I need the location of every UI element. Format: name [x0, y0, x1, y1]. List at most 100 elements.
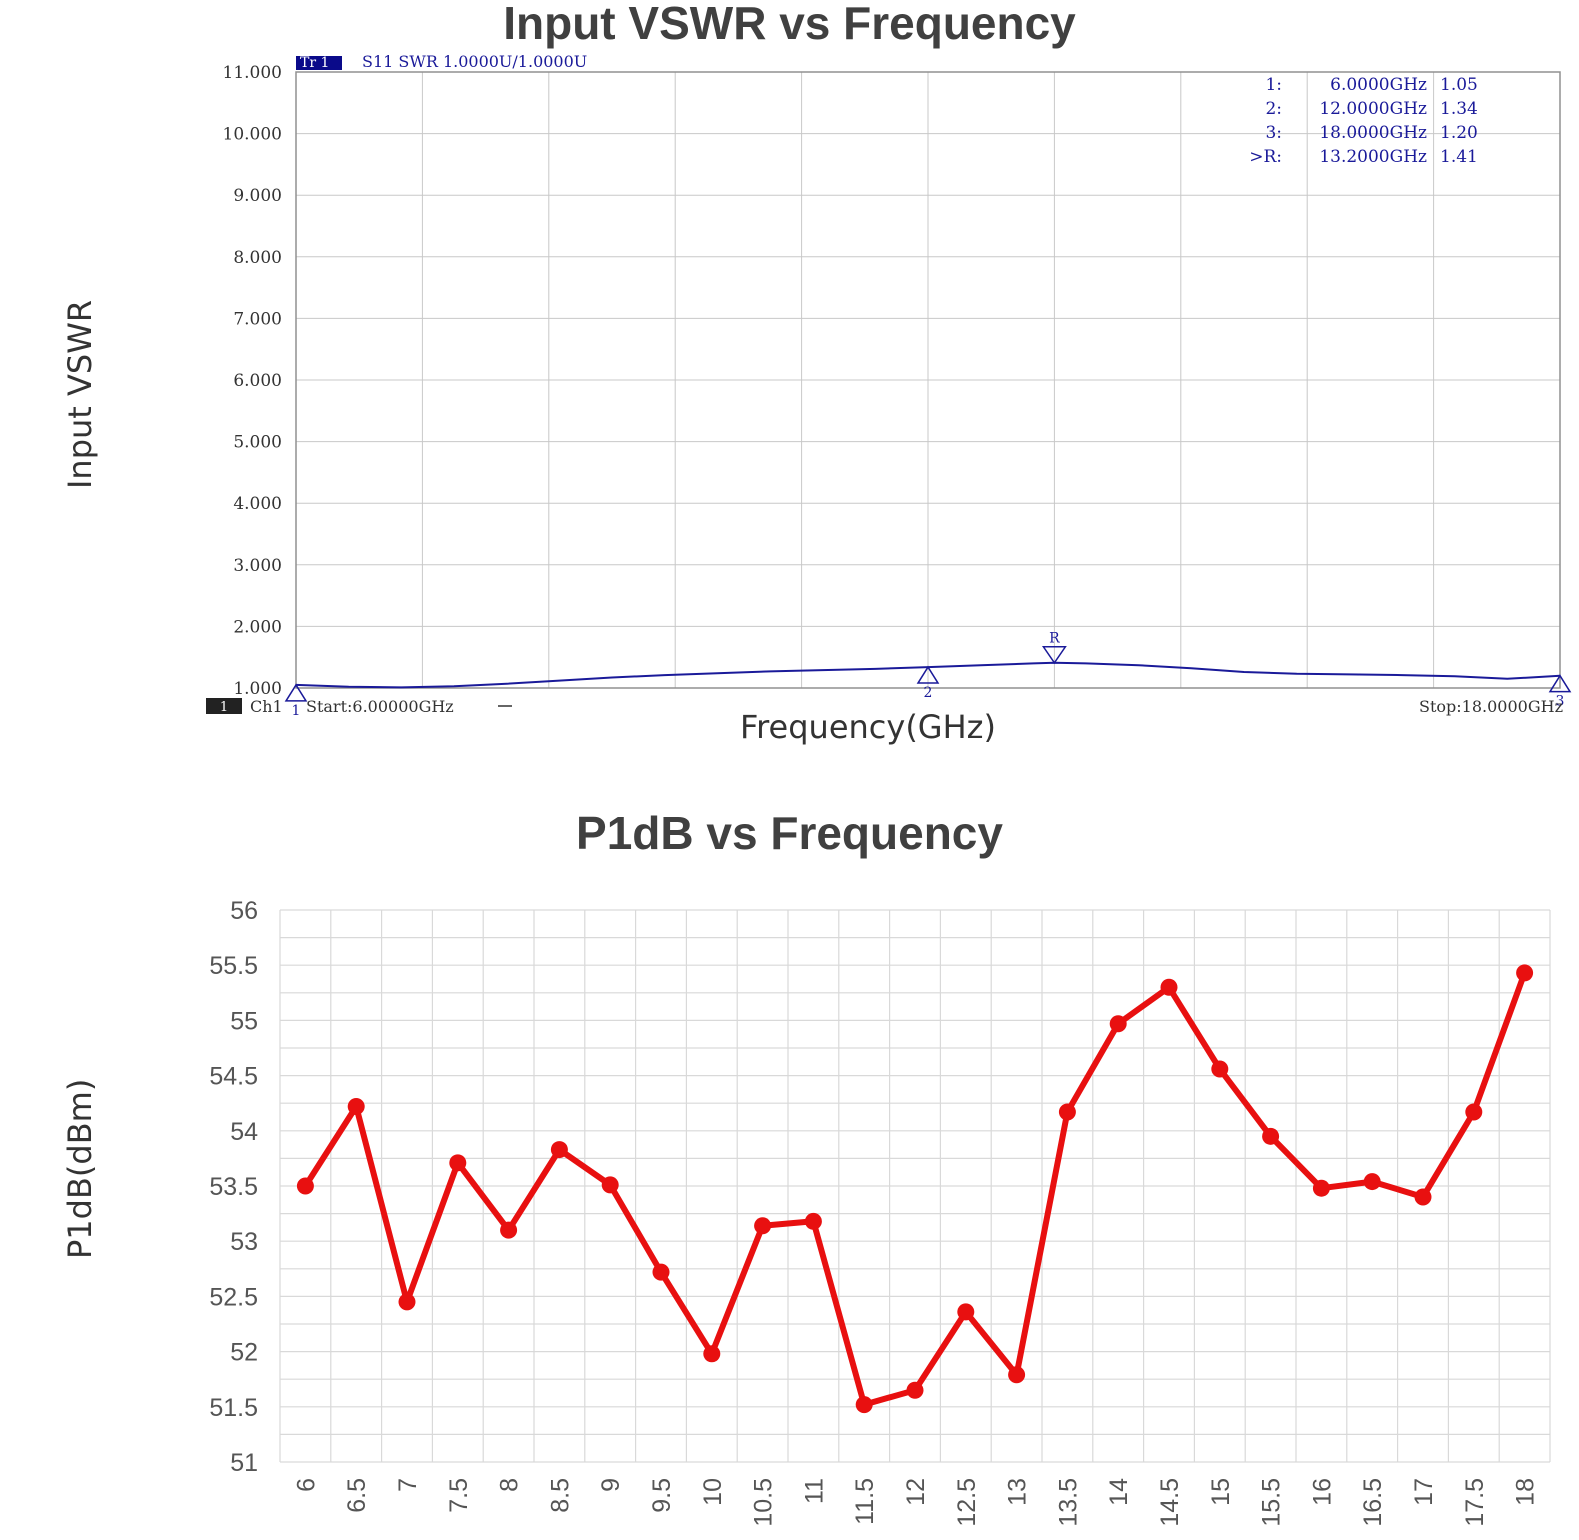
p1db-series-line	[302, 971, 1528, 1408]
vswr-marker-value: 1.41	[1440, 147, 1478, 167]
p1db-data-point	[1312, 1179, 1330, 1197]
vswr-start-label: Start:6.00000GHz	[306, 697, 454, 716]
vswr-channel-label: Ch1	[250, 697, 283, 716]
p1db-y-tick-label: 56	[230, 897, 258, 925]
p1db-data-point	[296, 1177, 314, 1195]
p1db-x-tick-label: 10.5	[750, 1478, 778, 1527]
p1db-data-point	[601, 1176, 619, 1194]
p1db-data-point	[500, 1221, 518, 1239]
vswr-plot-frame	[295, 71, 1561, 689]
vswr-y-tick-label: 9.000	[233, 186, 282, 206]
p1db-data-point	[1160, 978, 1178, 996]
p1db-y-tick-label: 51	[230, 1449, 258, 1477]
vswr-marker-triangle	[1548, 674, 1572, 693]
vswr-trace-desc: S11 SWR 1.0000U/1.0000U	[362, 52, 587, 71]
p1db-data-point	[1008, 1366, 1026, 1384]
vswr-y-tick-label: 2.000	[233, 617, 282, 637]
p1db-y-tick-label: 54.5	[209, 1063, 258, 1091]
vswr-stop-label: Stop:18.0000GHz	[1419, 697, 1563, 716]
p1db-y-tick-label: 51.5	[209, 1394, 258, 1422]
p1db-x-tick-label: 18	[1512, 1478, 1540, 1506]
vswr-y-tick-label: 6.000	[233, 371, 282, 391]
p1db-x-tick-label: 16	[1308, 1478, 1336, 1506]
vswr-marker-freq: 12.0000GHz	[1319, 99, 1427, 119]
vswr-chart-title: Input VSWR vs Frequency	[503, 0, 1076, 49]
p1db-x-tick-label: 12	[902, 1478, 930, 1506]
vswr-channel-number: 1	[220, 700, 228, 715]
p1db-data-point	[1058, 1103, 1076, 1121]
vswr-marker-number: 2	[924, 685, 933, 701]
p1db-y-tick-label: 55	[230, 1007, 258, 1035]
vswr-y-tick-label: 3.000	[233, 556, 282, 576]
vswr-y-tick-label: 10.000	[223, 125, 282, 145]
p1db-x-tick-label: 13	[1004, 1478, 1032, 1506]
p1db-data-point	[1516, 964, 1534, 982]
vswr-y-tick-label: 1.000	[233, 679, 282, 699]
vswr-marker-triangle	[284, 683, 308, 702]
p1db-x-tick-label: 15	[1207, 1478, 1235, 1506]
p1db-data-point	[1414, 1188, 1432, 1206]
vswr-marker-id: >R:	[1249, 147, 1282, 167]
vswr-marker-number: 1	[292, 703, 301, 719]
p1db-x-tick-label: 9.5	[648, 1478, 676, 1513]
p1db-y-tick-label: 52.5	[209, 1283, 258, 1311]
p1db-data-point	[754, 1217, 772, 1235]
p1db-x-tick-label: 14	[1105, 1478, 1133, 1506]
p1db-x-tick-label: 8	[496, 1478, 524, 1492]
vswr-ref-marker	[1041, 645, 1067, 665]
vswr-trace-badge	[296, 56, 342, 70]
vswr-y-tick-label: 5.000	[233, 433, 282, 453]
vswr-marker-id: 1:	[1265, 75, 1282, 95]
vswr-marker-freq: 13.2000GHz	[1319, 147, 1427, 167]
p1db-data-point	[550, 1141, 568, 1159]
p1db-x-tick-label: 16.5	[1359, 1478, 1387, 1527]
vswr-marker-number: 3	[1556, 694, 1565, 710]
p1db-x-tick-label: 9	[597, 1478, 625, 1492]
p1db-data-point	[703, 1345, 721, 1363]
p1db-x-tick-label: 17.5	[1461, 1478, 1489, 1527]
vswr-marker-value: 1.34	[1440, 99, 1478, 119]
p1db-x-tick-label: 13.5	[1054, 1478, 1082, 1527]
p1db-y-tick-label: 53.5	[209, 1173, 258, 1201]
p1db-x-tick-label: 6.5	[343, 1478, 371, 1513]
p1db-data-point	[1211, 1060, 1229, 1078]
vswr-x-axis-label: Frequency(GHz)	[740, 708, 996, 746]
p1db-data-point	[347, 1098, 365, 1116]
p1db-x-tick-label: 15.5	[1258, 1478, 1286, 1527]
p1db-y-tick-label: 54	[230, 1118, 258, 1146]
p1db-y-tick-label: 55.5	[209, 952, 258, 980]
vswr-marker-value: 1.20	[1440, 123, 1478, 143]
p1db-data-point	[1363, 1173, 1381, 1191]
vswr-trace-line	[295, 661, 1561, 689]
vswr-marker-value: 1.05	[1440, 75, 1478, 95]
p1db-x-tick-label: 10	[699, 1478, 727, 1506]
vswr-marker-id: 3:	[1265, 123, 1282, 143]
p1db-data-point	[1109, 1015, 1127, 1033]
p1db-chart: 56 55.5 55 54.5 54 53.5 53 52.5 52 51.5 51 6 6.5 7 7.5…	[209, 897, 1551, 1527]
p1db-data-point	[804, 1212, 822, 1230]
vswr-channel-badge	[206, 698, 242, 714]
p1db-data-point	[652, 1263, 670, 1281]
vswr-y-tick-label: 11.000	[223, 63, 282, 83]
p1db-x-tick-label: 6	[292, 1478, 320, 1492]
vswr-y-tick-label: 8.000	[233, 248, 282, 268]
p1db-data-point	[1465, 1103, 1483, 1121]
p1db-x-tick-label: 11	[800, 1478, 828, 1504]
p1db-data-point	[1262, 1127, 1280, 1145]
p1db-y-tick-label: 53	[230, 1228, 258, 1256]
p1db-y-tick-label: 52	[230, 1339, 258, 1367]
p1db-chart-title: P1dB vs Frequency	[576, 807, 1003, 859]
vswr-chart: 11.00010.0009.0008.0007.0006.0005.0004.0…	[206, 52, 1572, 719]
p1db-x-tick-label: 8.5	[546, 1478, 574, 1513]
p1db-data-point	[449, 1154, 467, 1172]
vswr-y-tick-label: 7.000	[233, 309, 282, 329]
p1db-data-point	[855, 1396, 873, 1414]
vswr-marker-freq: 6.0000GHz	[1330, 75, 1427, 95]
p1db-x-tick-label: 17	[1410, 1478, 1438, 1506]
vswr-y-tick-label: 4.000	[233, 494, 282, 514]
p1db-data-point	[957, 1303, 975, 1321]
vswr-marker-triangle	[916, 665, 940, 684]
p1db-x-tick-label: 11.5	[851, 1478, 879, 1525]
p1db-x-tick-label: 14.5	[1156, 1478, 1184, 1527]
p1db-x-tick-label: 7	[394, 1478, 422, 1492]
